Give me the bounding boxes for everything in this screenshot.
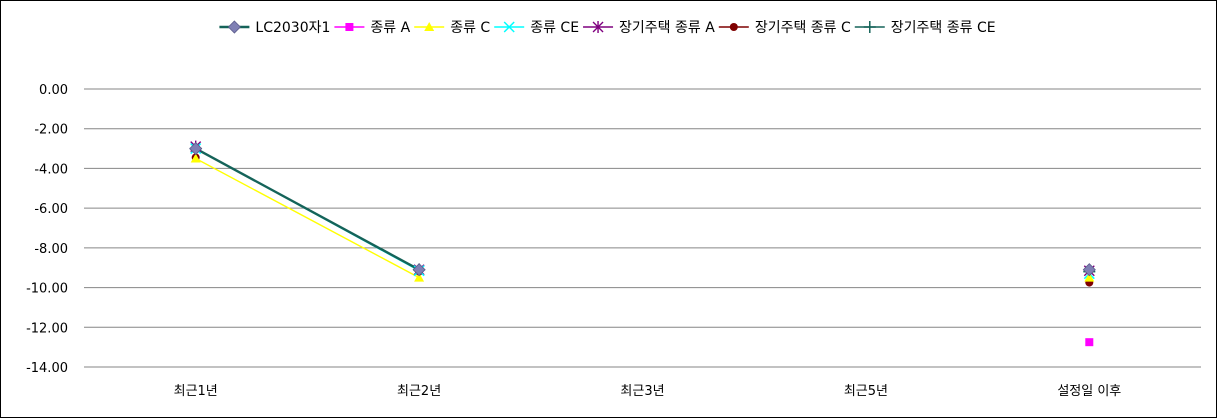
legend-marker <box>592 21 604 33</box>
legend-label: 장기주택 종류 CE <box>891 20 996 36</box>
legend: LC2030자1 종류 A 종류 C 종류 CE 장기주택 종류 A 장기주택 종류 C 장… <box>219 20 996 36</box>
series-6-markers <box>189 142 1096 278</box>
legend-marker <box>227 20 241 34</box>
series-2 <box>195 157 420 279</box>
series-0 <box>195 147 420 271</box>
data-point <box>1082 263 1096 277</box>
legend-item: 종류 A <box>334 20 411 36</box>
x-tick-label: 최근2년 <box>397 384 441 399</box>
data-point <box>1084 272 1095 282</box>
legend-label: 종류 A <box>370 20 410 36</box>
y-tick-label: -14.00 <box>26 361 68 376</box>
x-tick-label: 설정일 이후 <box>1057 384 1121 399</box>
legend-item: 장기주택 종류 A <box>583 20 715 36</box>
series-3-markers <box>190 143 1095 280</box>
series-1-markers <box>1085 338 1094 347</box>
data-point <box>1085 338 1094 347</box>
y-tick-label: -8.00 <box>34 242 68 257</box>
legend-item: 장기주택 종류 CE <box>854 20 996 36</box>
legend-label: 종류 C <box>450 20 490 36</box>
legend-item: 종류 C <box>414 20 490 36</box>
legend-item: LC2030자1 <box>219 20 330 36</box>
legend-label: LC2030자1 <box>255 20 330 36</box>
x-tick-label: 최근3년 <box>620 384 664 399</box>
data-point <box>189 142 203 156</box>
y-tick-label: -6.00 <box>34 202 68 217</box>
legend-label: 종류 CE <box>530 20 579 36</box>
y-axis-tick-labels: 0.00 -2.00 -4.00 -6.00 -8.00 -10.00 -12.00 -14.… <box>26 83 68 376</box>
data-point <box>414 272 425 282</box>
series-line-segment <box>195 157 420 279</box>
legend-label: 장기주택 종류 C <box>755 20 851 36</box>
legend-label: 장기주택 종류 A <box>619 20 715 36</box>
y-tick-label: -10.00 <box>26 282 68 297</box>
legend-item: 장기주택 종류 C <box>718 20 851 36</box>
gridlines <box>84 88 1201 368</box>
data-point <box>412 263 426 277</box>
data-point <box>190 153 201 163</box>
y-tick-label: -12.00 <box>26 321 68 336</box>
legend-marker <box>863 21 876 33</box>
series-0-markers <box>189 142 1096 277</box>
legend-marker <box>729 23 738 31</box>
legend-item: 종류 CE <box>494 20 579 36</box>
y-tick-label: -2.00 <box>34 123 68 138</box>
y-tick-label: -4.00 <box>34 162 68 177</box>
legend-marker <box>424 22 435 31</box>
legend-marker <box>345 23 354 31</box>
x-axis-tick-labels: 최근1년 최근2년 최근3년 최근5년 설정일 이후 <box>174 384 1122 399</box>
y-tick-label: 0.00 <box>39 83 68 98</box>
series-2-markers <box>190 153 1095 282</box>
series-line-segment <box>195 147 420 271</box>
marker-stroke <box>503 21 515 33</box>
series-layer <box>189 140 1096 347</box>
legend-marker <box>503 21 515 33</box>
x-tick-label: 최근5년 <box>844 384 888 399</box>
x-tick-label: 최근1년 <box>174 384 218 399</box>
